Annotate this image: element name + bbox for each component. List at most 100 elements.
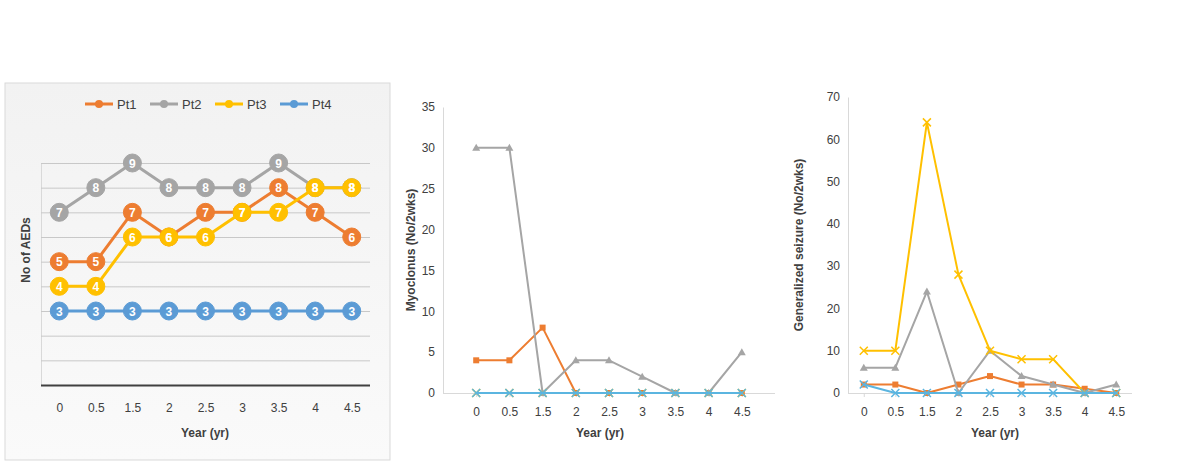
series-line xyxy=(476,328,742,393)
marker xyxy=(1019,382,1025,388)
series xyxy=(50,302,360,320)
x-tick-label: 3.5 xyxy=(668,405,685,419)
data-label: 3 xyxy=(275,305,282,319)
marker xyxy=(860,381,868,389)
data-label: 7 xyxy=(239,206,246,220)
marker xyxy=(197,203,215,221)
x-tick-label: 2.5 xyxy=(601,405,618,419)
x-axis-title: Year (yr) xyxy=(181,426,229,440)
marker xyxy=(892,382,898,388)
y-tick-label: 30 xyxy=(422,141,436,155)
marker xyxy=(986,389,994,397)
data-label: 6 xyxy=(129,231,136,245)
marker xyxy=(123,302,141,320)
marker xyxy=(472,389,480,397)
x-tick-label: 3 xyxy=(1019,405,1026,419)
y-axis-line xyxy=(848,98,849,394)
data-label: 7 xyxy=(129,206,136,220)
marker xyxy=(160,179,178,197)
y-tick-label: 30 xyxy=(827,259,841,273)
marker xyxy=(891,364,899,371)
data-label: 8 xyxy=(166,181,173,195)
x-tick: 2.5 xyxy=(982,393,999,419)
marker xyxy=(270,203,288,221)
marker xyxy=(343,302,361,320)
x-tick: 0.5 xyxy=(502,393,519,419)
marker xyxy=(306,203,324,221)
x-tick: 4.5 xyxy=(734,393,751,419)
x-tick-label: 4 xyxy=(1082,405,1089,419)
legend-marker xyxy=(95,100,103,108)
marker xyxy=(539,389,547,397)
marker xyxy=(270,302,288,320)
series xyxy=(861,373,1119,396)
marker xyxy=(160,228,178,246)
x-axis-title: Year (yr) xyxy=(576,426,624,440)
marker xyxy=(505,389,513,397)
marker xyxy=(123,228,141,246)
series-line xyxy=(864,385,1116,393)
marker xyxy=(638,373,646,380)
marker xyxy=(1018,389,1026,397)
x-tick-label: 4.5 xyxy=(344,401,361,415)
y-tick: 40 xyxy=(827,217,848,231)
x-tick-label: 2.5 xyxy=(982,405,999,419)
y-axis xyxy=(41,164,370,386)
marker xyxy=(954,389,962,397)
data-label: 7 xyxy=(56,206,63,220)
marker xyxy=(923,288,931,295)
data-label: 8 xyxy=(239,181,246,195)
marker xyxy=(987,373,993,379)
series xyxy=(50,179,360,296)
series-line xyxy=(59,188,351,287)
y-tick-label: 60 xyxy=(827,133,841,147)
x-tick-label: 3.5 xyxy=(1045,405,1062,419)
y-axis-title: Myoclonus (No/2wks) xyxy=(404,189,418,312)
x-axis-title: Year (yr) xyxy=(971,426,1019,440)
x-tick-label: 0.5 xyxy=(887,405,904,419)
legend-entry: Pt3 xyxy=(215,97,267,112)
x-tick-label: 0 xyxy=(473,405,480,419)
marker xyxy=(891,389,899,397)
legend-label: Pt3 xyxy=(247,97,267,112)
y-axis-line xyxy=(443,108,444,394)
marker xyxy=(1049,355,1057,363)
x-tick: 0 xyxy=(861,393,868,419)
x-axis: 00.51.522.533.544.5 xyxy=(41,385,370,415)
legend-label: Pt2 xyxy=(182,97,202,112)
x-tick: 3.5 xyxy=(1045,393,1062,419)
x-tick: 0 xyxy=(56,385,63,415)
legend: Pt1Pt2Pt3Pt4 xyxy=(85,97,332,112)
legend-entry: Pt4 xyxy=(280,97,332,112)
y-tick: 20 xyxy=(422,223,443,237)
marker xyxy=(506,357,512,363)
marker xyxy=(1049,381,1057,388)
y-tick: 50 xyxy=(827,175,848,189)
marker xyxy=(87,179,105,197)
data-label: 8 xyxy=(348,181,355,195)
y-tick: 10 xyxy=(827,344,848,358)
series-line xyxy=(59,188,351,262)
data-labels: 557677876789888988446667788333333333 xyxy=(56,157,355,319)
grid-line xyxy=(41,336,370,337)
x-tick-mark xyxy=(864,393,865,397)
marker xyxy=(87,277,105,295)
marker xyxy=(986,347,994,354)
x-tick-label: 4 xyxy=(706,405,713,419)
x-tick: 4.5 xyxy=(344,385,361,415)
marker xyxy=(50,203,68,221)
y-tick xyxy=(41,385,370,386)
marker xyxy=(306,302,324,320)
y-axis-title: Generalized seizure (No/2wks) xyxy=(792,159,806,332)
x-tick: 2.5 xyxy=(198,385,215,415)
marker xyxy=(50,277,68,295)
legend-marker xyxy=(290,100,298,108)
marker xyxy=(671,389,679,397)
marker xyxy=(343,179,361,197)
series xyxy=(472,144,746,396)
marker xyxy=(1112,381,1120,388)
marker xyxy=(923,118,931,126)
y-tick: 10 xyxy=(422,305,443,319)
marker xyxy=(87,302,105,320)
marker xyxy=(472,144,480,151)
